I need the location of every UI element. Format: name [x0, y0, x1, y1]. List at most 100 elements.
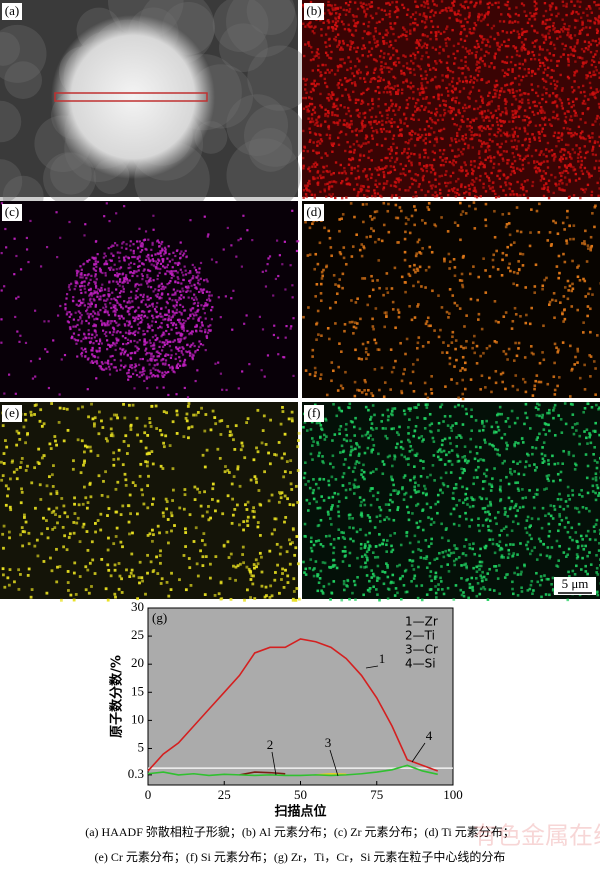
element-dot [108, 290, 110, 292]
element-dot [447, 55, 449, 57]
element-dot [129, 301, 131, 303]
element-dot [387, 203, 390, 206]
element-dot [15, 255, 17, 257]
element-dot [107, 344, 109, 346]
element-dot [407, 8, 409, 10]
element-dot [487, 146, 489, 148]
element-dot [349, 46, 351, 48]
element-dot [225, 295, 227, 297]
element-dot [343, 42, 345, 44]
element-dot [428, 202, 431, 205]
element-dot [349, 146, 351, 148]
element-dot [376, 131, 378, 133]
element-dot [82, 338, 84, 340]
element-dot [207, 233, 209, 235]
element-dot [322, 64, 324, 66]
element-dot [412, 13, 414, 15]
element-dot [341, 287, 344, 290]
element-dot [184, 320, 186, 322]
element-dot [522, 188, 524, 190]
element-dot [189, 290, 191, 292]
element-dot [158, 289, 160, 291]
element-dot [115, 488, 118, 491]
element-dot [372, 328, 375, 331]
element-dot [159, 245, 161, 247]
element-dot [533, 54, 535, 56]
element-dot [400, 163, 402, 165]
element-dot [332, 27, 334, 29]
element-dot [365, 13, 367, 15]
element-dot [15, 393, 17, 395]
element-dot [354, 381, 357, 384]
element-dot [393, 134, 395, 136]
element-dot [568, 225, 571, 228]
element-dot [375, 12, 377, 14]
element-dot [305, 193, 307, 195]
element-dot [388, 109, 390, 111]
element-dot [328, 93, 330, 95]
element-dot [173, 524, 176, 527]
element-dot [103, 253, 105, 255]
element-dot [463, 121, 465, 123]
element-dot [186, 330, 188, 332]
element-dot [588, 176, 590, 178]
element-dot [13, 273, 15, 275]
element-dot [386, 272, 389, 275]
element-dot [509, 234, 512, 237]
element-dot [529, 107, 531, 109]
element-dot [200, 278, 202, 280]
element-dot [420, 58, 422, 60]
element-dot [449, 181, 451, 183]
element-dot [273, 528, 276, 531]
element-dot [395, 204, 398, 207]
element-dot [304, 80, 306, 82]
element-dot [480, 36, 482, 38]
element-dot [402, 65, 404, 67]
element-dot [579, 279, 582, 282]
element-dot [177, 338, 179, 340]
element-dot [574, 356, 577, 359]
element-dot [528, 71, 530, 73]
element-dot [175, 270, 177, 272]
element-dot [127, 444, 130, 447]
element-dot [452, 77, 454, 79]
element-dot [403, 122, 405, 124]
element-dot [117, 296, 119, 298]
element-dot [451, 90, 453, 92]
element-dot [576, 361, 579, 364]
element-dot [86, 507, 89, 510]
element-dot [487, 95, 489, 97]
element-dot [139, 339, 141, 341]
element-dot [220, 316, 222, 318]
element-dot [90, 301, 92, 303]
element-dot [373, 339, 376, 342]
element-dot [584, 167, 586, 169]
element-dot [105, 306, 107, 308]
element-dot [72, 300, 74, 302]
element-dot [458, 80, 460, 82]
element-dot [582, 112, 584, 114]
element-dot [133, 387, 135, 389]
element-dot [583, 364, 586, 367]
element-dot [488, 80, 490, 82]
element-dot [392, 138, 394, 140]
element-dot [195, 314, 197, 316]
element-dot [111, 320, 113, 322]
element-dot [470, 131, 472, 133]
element-dot [198, 291, 200, 293]
element-dot [566, 242, 569, 245]
element-dot [421, 85, 423, 87]
element-dot [309, 190, 311, 192]
element-dot [221, 389, 223, 391]
element-dot [446, 311, 449, 314]
element-dot [327, 19, 329, 21]
element-dot [242, 561, 245, 564]
element-dot [198, 491, 201, 494]
element-dot [181, 271, 183, 273]
element-dot [99, 268, 101, 270]
element-dot [66, 313, 68, 315]
element-dot [190, 332, 192, 334]
element-dot [493, 156, 495, 158]
element-dot [541, 175, 543, 177]
element-dot [562, 189, 564, 191]
